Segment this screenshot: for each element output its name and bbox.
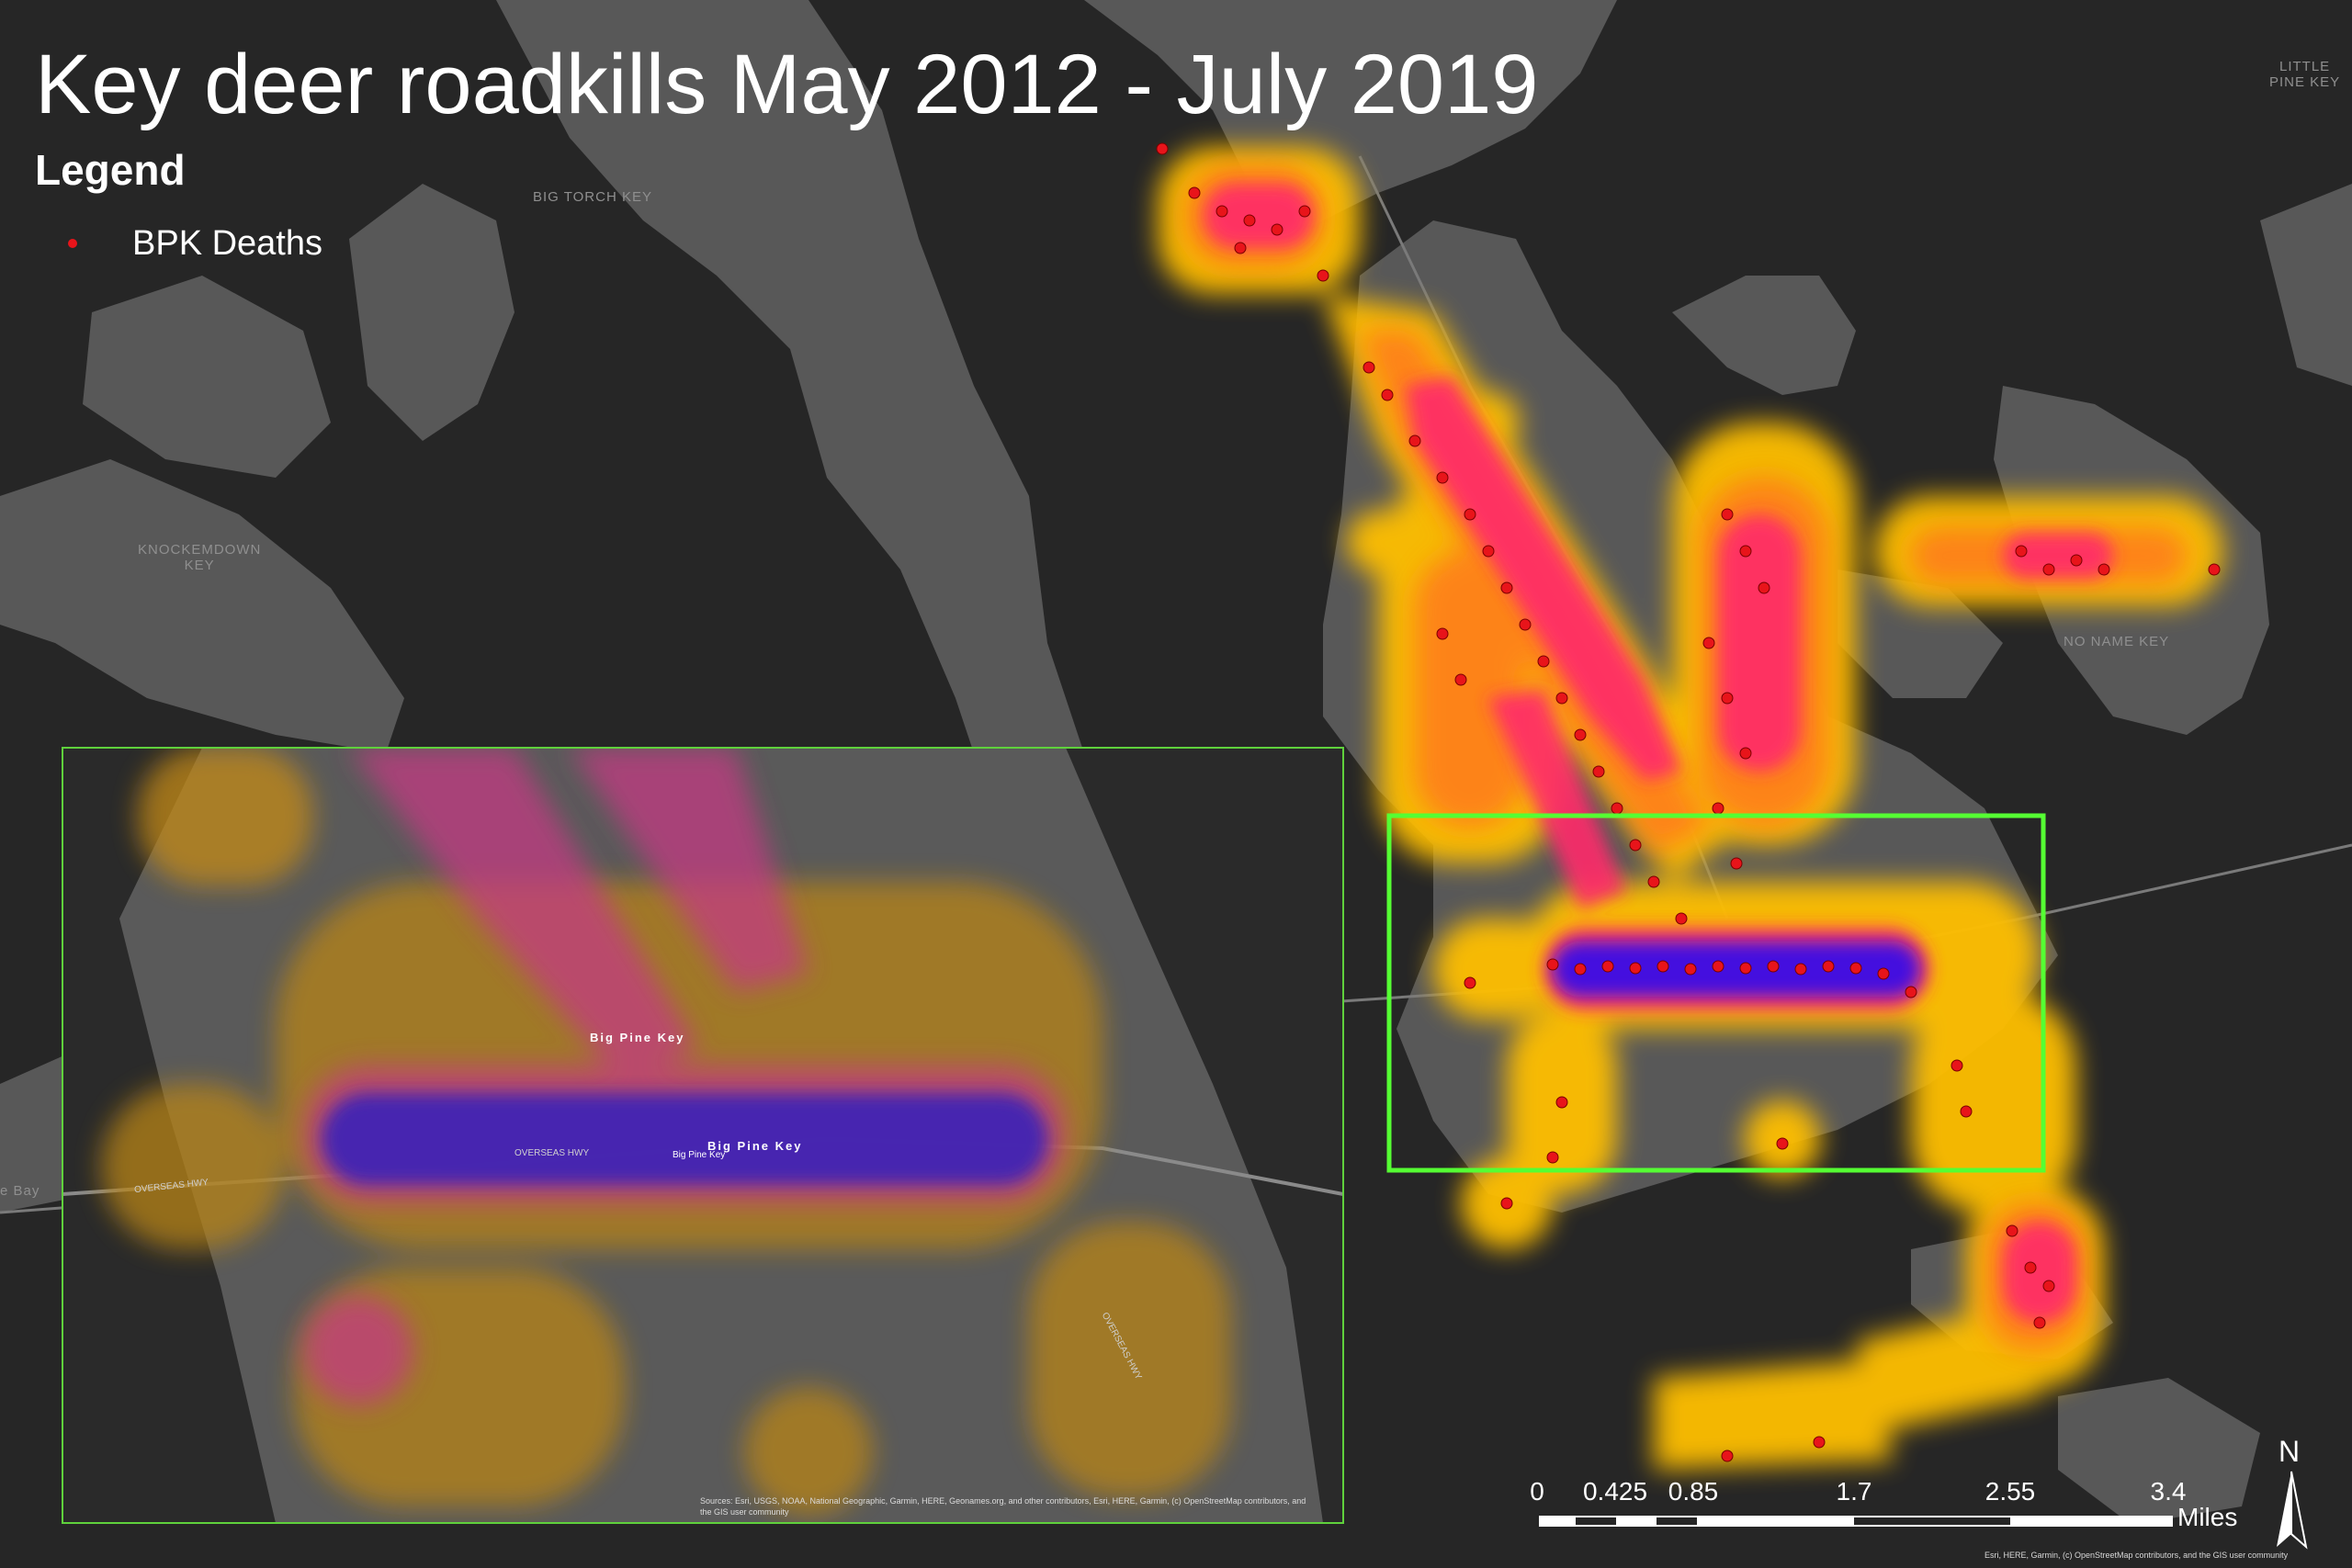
north-arrow-icon [2277,1471,2308,1550]
scale-tick-1: 0.425 [1582,1477,1648,1506]
scale-bar-labels: 0 0.425 0.85 1.7 2.55 3.4 [0,1477,2352,1514]
inset-extent-box [1386,813,2046,1173]
legend-title: Legend [35,146,186,194]
scale-tick-5: 3.4 [2150,1477,2187,1506]
inset-map[interactable] [62,747,1344,1524]
heatmap-main [1158,147,2223,1470]
scale-bar [1539,1516,2173,1527]
bpk-deaths-points [1156,142,2221,1462]
legend-item-label: BPK Deaths [132,223,322,263]
scale-tick-0: 0 [1530,1477,1544,1506]
inset-label-big-pine-key-2: Big Pine Key [707,1139,803,1153]
map-attribution: Esri, HERE, Garmin, (c) OpenStreetMap co… [1984,1551,2289,1560]
inset-attribution: Sources: Esri, USGS, NOAA, National Geog… [700,1496,1306,1517]
place-label-knockemdown-key: KNOCKEMDOWN KEY [138,542,262,573]
place-label-bay: e Bay [0,1183,40,1199]
inset-frame [62,747,1344,1524]
inset-label-big-pine-key-3: Big Pine Key [673,1150,726,1160]
scale-tick-3: 1.7 [1836,1477,1872,1506]
inset-label-big-pine-key-1: Big Pine Key [590,1031,685,1044]
legend-item-bpk-deaths: BPK Deaths [68,220,322,266]
place-label-big-torch-key: BIG TORCH KEY [533,189,652,205]
north-arrow-label: N [2278,1435,2301,1468]
place-label-little-pine-key: LITTLE PINE KEY [2269,59,2341,90]
scale-units: Miles [2177,1503,2238,1531]
legend-point-icon [68,239,77,248]
scale-tick-4: 2.55 [1984,1477,2036,1506]
scale-tick-2: 0.85 [1668,1477,1719,1506]
inset-content [62,748,1343,1523]
map-title: Key deer roadkills May 2012 - July 2019 [35,38,1539,131]
place-label-no-name-key: NO NAME KEY [2064,634,2170,649]
inset-road-label-2: OVERSEAS HWY [514,1148,590,1158]
